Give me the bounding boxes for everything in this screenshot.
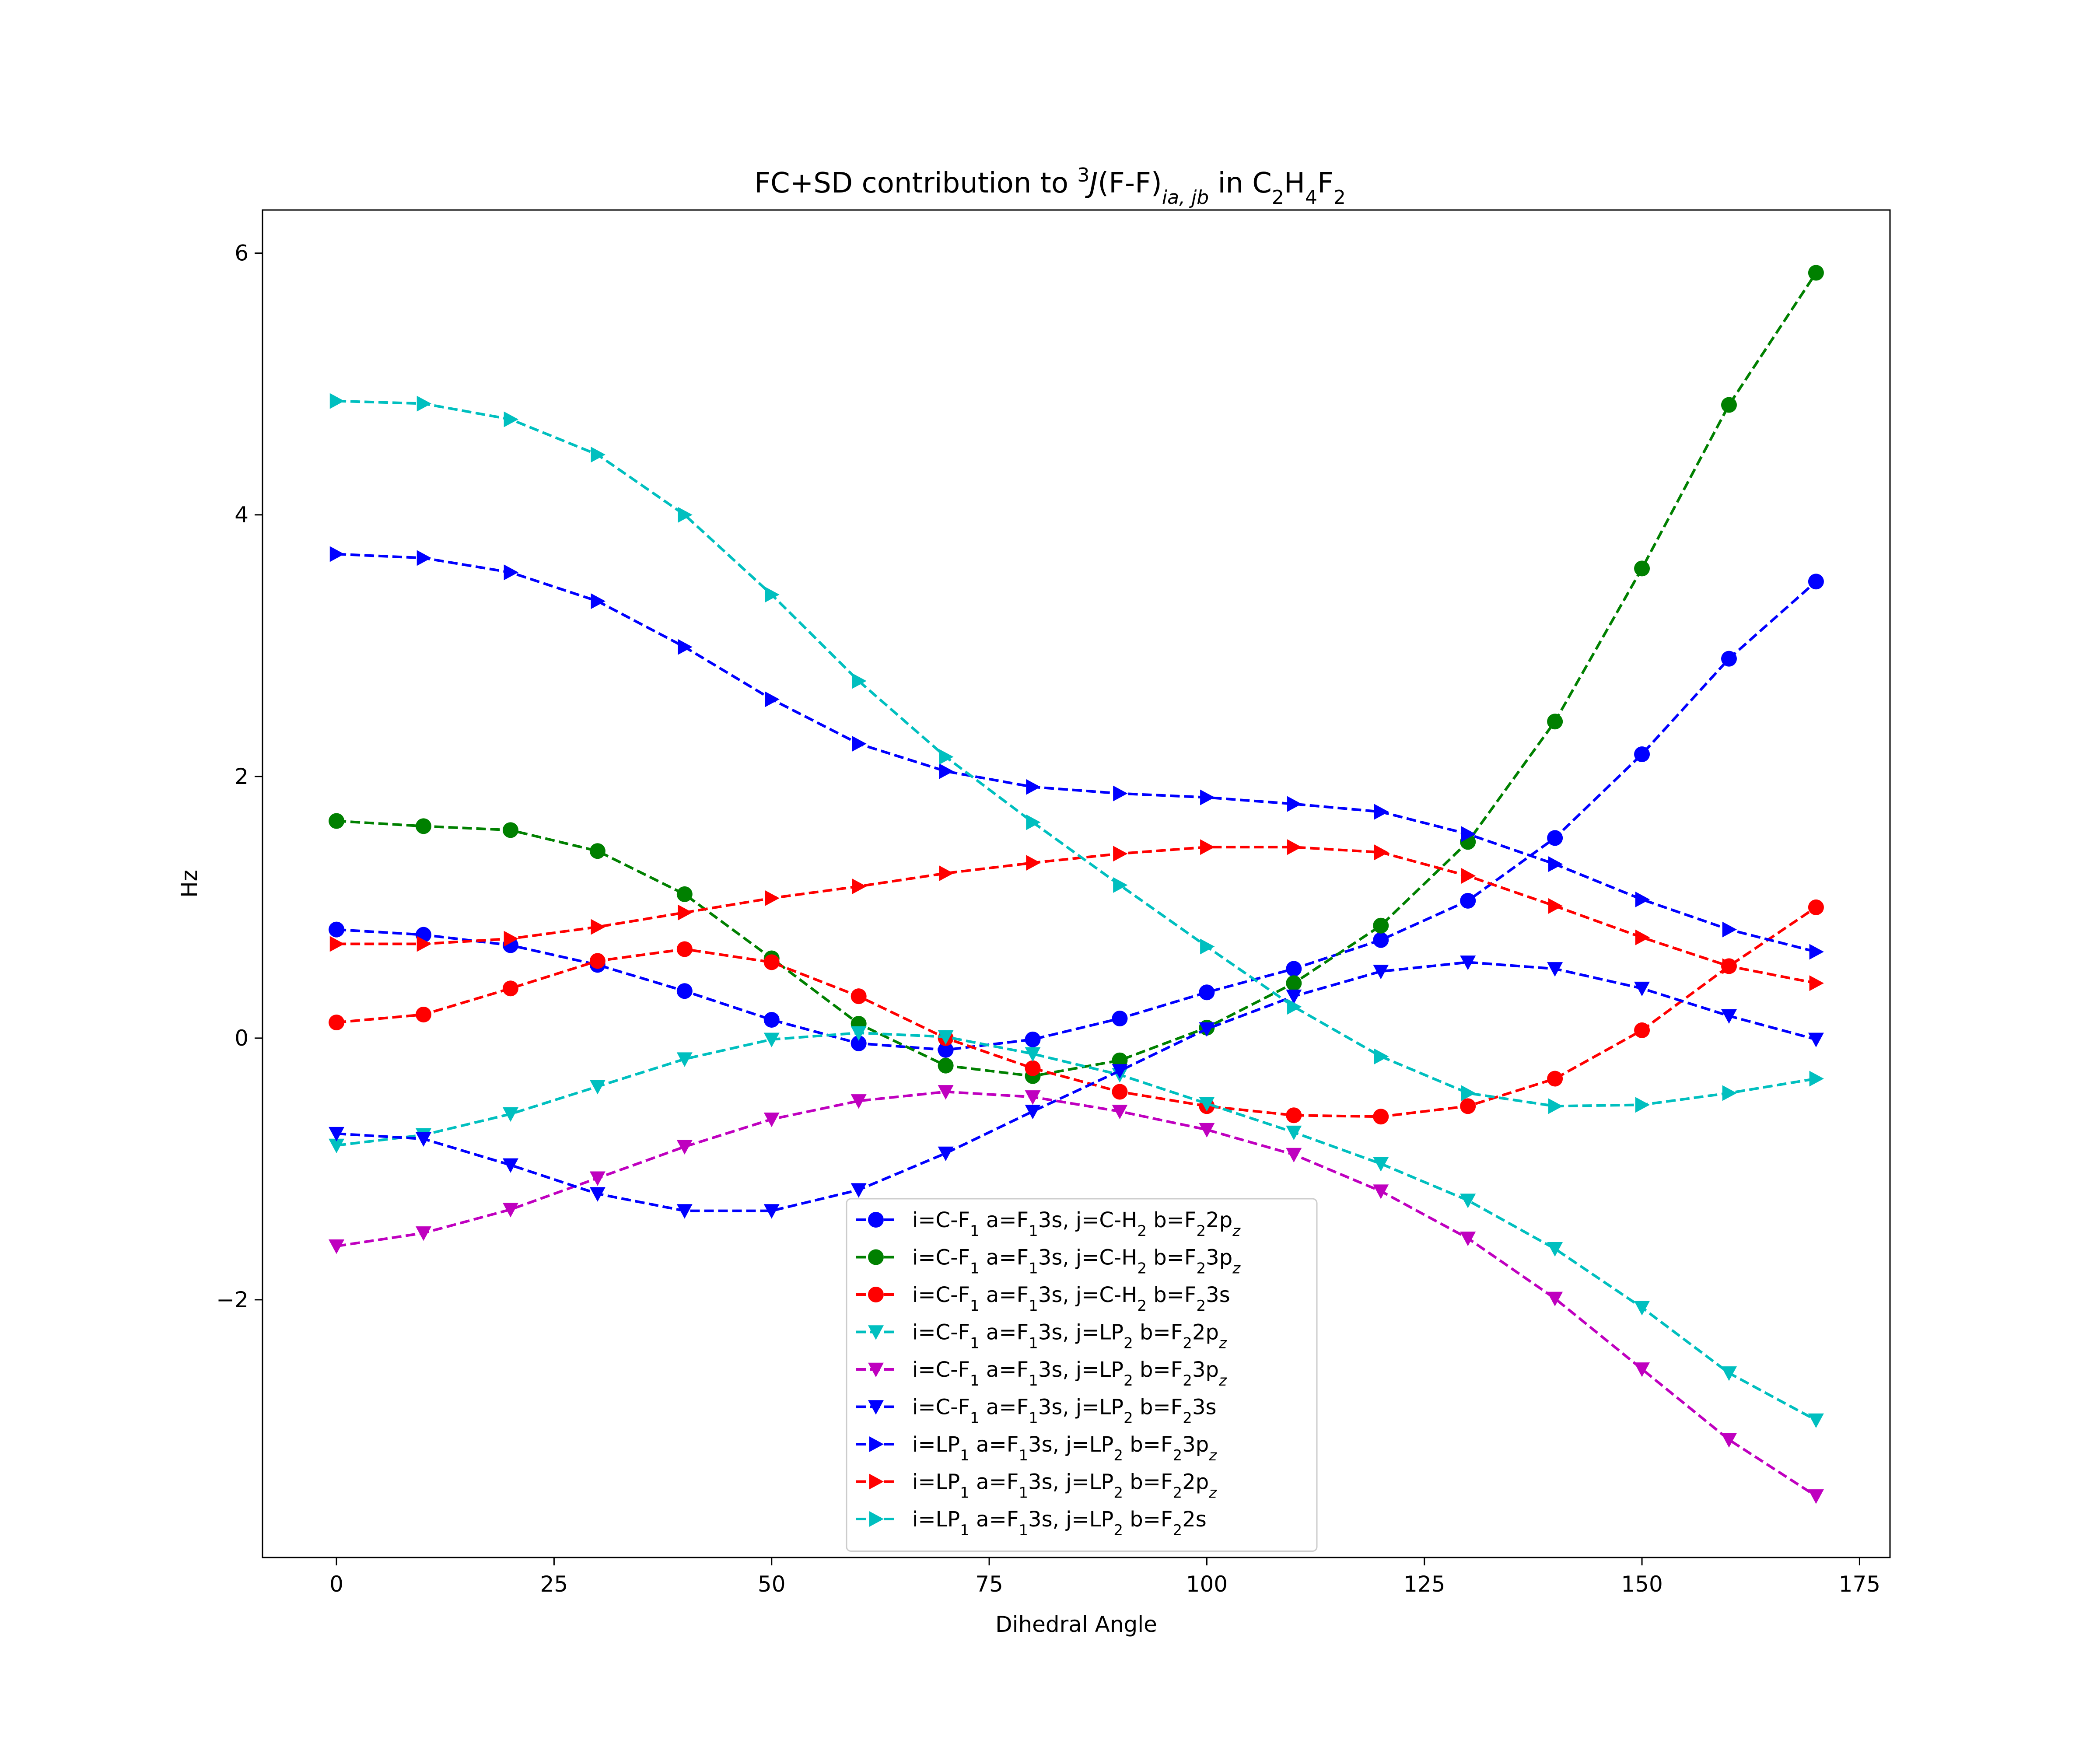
data-point bbox=[1634, 560, 1650, 576]
data-point bbox=[329, 1015, 344, 1030]
data-point bbox=[764, 1012, 780, 1028]
data-point bbox=[677, 942, 693, 957]
data-point bbox=[938, 1058, 954, 1074]
legend-marker bbox=[868, 1287, 884, 1302]
data-point bbox=[329, 813, 344, 829]
data-point bbox=[1634, 746, 1650, 762]
data-point bbox=[1721, 651, 1737, 667]
data-point bbox=[1547, 830, 1563, 846]
y-tick-label: −2 bbox=[216, 1287, 248, 1312]
data-point bbox=[1547, 1071, 1563, 1087]
data-point bbox=[1721, 397, 1737, 413]
data-point bbox=[416, 1007, 431, 1022]
x-tick-label: 100 bbox=[1186, 1572, 1228, 1597]
y-tick-label: 4 bbox=[234, 502, 248, 528]
legend-marker bbox=[868, 1250, 884, 1265]
data-point bbox=[851, 988, 867, 1004]
data-point bbox=[503, 980, 518, 996]
data-point bbox=[1808, 900, 1824, 915]
x-tick-label: 50 bbox=[758, 1572, 786, 1597]
legend: i=C-F1 a=F13s, j=C-H2 b=F22pz i=C-F1 a=F1… bbox=[847, 1199, 1317, 1551]
data-point bbox=[1460, 893, 1476, 909]
x-tick-label: 25 bbox=[540, 1572, 568, 1597]
y-tick-label: 0 bbox=[234, 1026, 248, 1051]
x-tick-label: 0 bbox=[329, 1572, 343, 1597]
data-point bbox=[1112, 1011, 1127, 1026]
x-tick-label: 125 bbox=[1404, 1572, 1445, 1597]
data-point bbox=[1286, 961, 1302, 976]
data-point bbox=[1373, 932, 1389, 948]
y-tick-label: 6 bbox=[234, 241, 248, 266]
data-point bbox=[590, 843, 606, 859]
legend-marker bbox=[868, 1212, 884, 1228]
data-point bbox=[677, 983, 693, 999]
data-point bbox=[1199, 984, 1214, 1000]
data-point bbox=[677, 886, 693, 902]
data-point bbox=[1634, 1022, 1650, 1038]
data-point bbox=[1373, 918, 1389, 934]
data-point bbox=[1808, 265, 1824, 281]
data-point bbox=[329, 922, 344, 938]
x-axis-label: Dihedral Angle bbox=[995, 1612, 1157, 1637]
y-axis-label: Hz bbox=[177, 870, 202, 898]
data-point bbox=[503, 822, 518, 838]
data-point bbox=[1286, 975, 1302, 991]
x-tick-label: 175 bbox=[1839, 1572, 1880, 1597]
x-tick-label: 75 bbox=[975, 1572, 1003, 1597]
data-point bbox=[764, 954, 780, 970]
data-point bbox=[1547, 714, 1563, 729]
data-point bbox=[1808, 574, 1824, 589]
data-point bbox=[1025, 1060, 1041, 1076]
data-point bbox=[590, 953, 606, 969]
data-point bbox=[1112, 1084, 1127, 1099]
data-point bbox=[416, 818, 431, 834]
x-tick-label: 150 bbox=[1621, 1572, 1662, 1597]
y-tick-label: 2 bbox=[234, 764, 248, 789]
data-point bbox=[1460, 1098, 1476, 1114]
data-point bbox=[1025, 1032, 1041, 1047]
data-point bbox=[1373, 1109, 1389, 1124]
data-point bbox=[1286, 1107, 1302, 1123]
